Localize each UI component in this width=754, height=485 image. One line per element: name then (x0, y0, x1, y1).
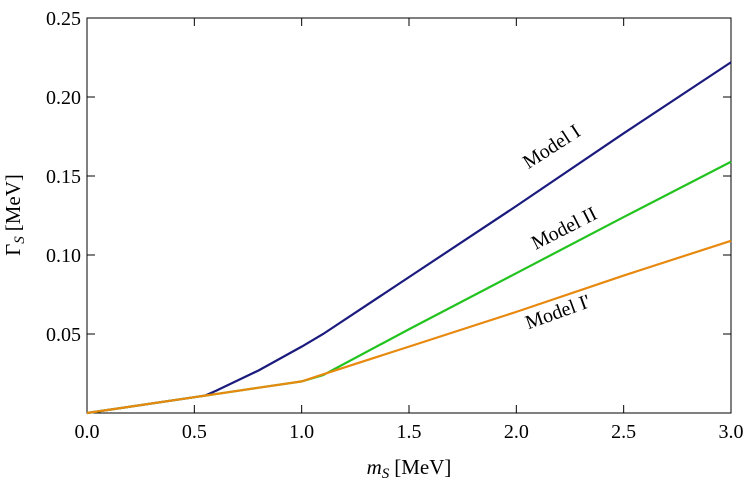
y-axis-label: ΓS [MeV] (1, 174, 28, 256)
series-line (86, 61, 732, 415)
y-tick-label: 0.05 (46, 324, 81, 346)
y-label-symbol: Γ (1, 244, 25, 256)
y-label-unit: [MeV] (1, 174, 25, 231)
x-tick-label: 2.5 (611, 421, 636, 443)
y-tick-label: 0.15 (46, 166, 81, 188)
x-label-subscript: S (382, 466, 390, 482)
x-label-symbol: m (367, 455, 382, 479)
x-tick-label: 2.0 (504, 421, 529, 443)
series-line (86, 160, 732, 415)
x-tick-label: 1.5 (397, 421, 422, 443)
y-label-subscript: S (12, 236, 28, 244)
x-axis-label: mS [MeV] (367, 455, 452, 482)
x-tick-label: 0.5 (182, 421, 207, 443)
series-line (86, 239, 732, 415)
plot-frame (86, 17, 732, 414)
x-tick-label: 1.0 (289, 421, 314, 443)
x-tick-label: 3.0 (719, 421, 744, 443)
y-tick-label: 0.20 (46, 87, 81, 109)
y-tick-label: 0.10 (46, 245, 81, 267)
series-label: Model II (528, 203, 601, 255)
x-tick-label: 0.0 (75, 421, 100, 443)
x-label-unit: [MeV] (394, 455, 451, 479)
y-tick-label: 0.25 (46, 8, 81, 30)
